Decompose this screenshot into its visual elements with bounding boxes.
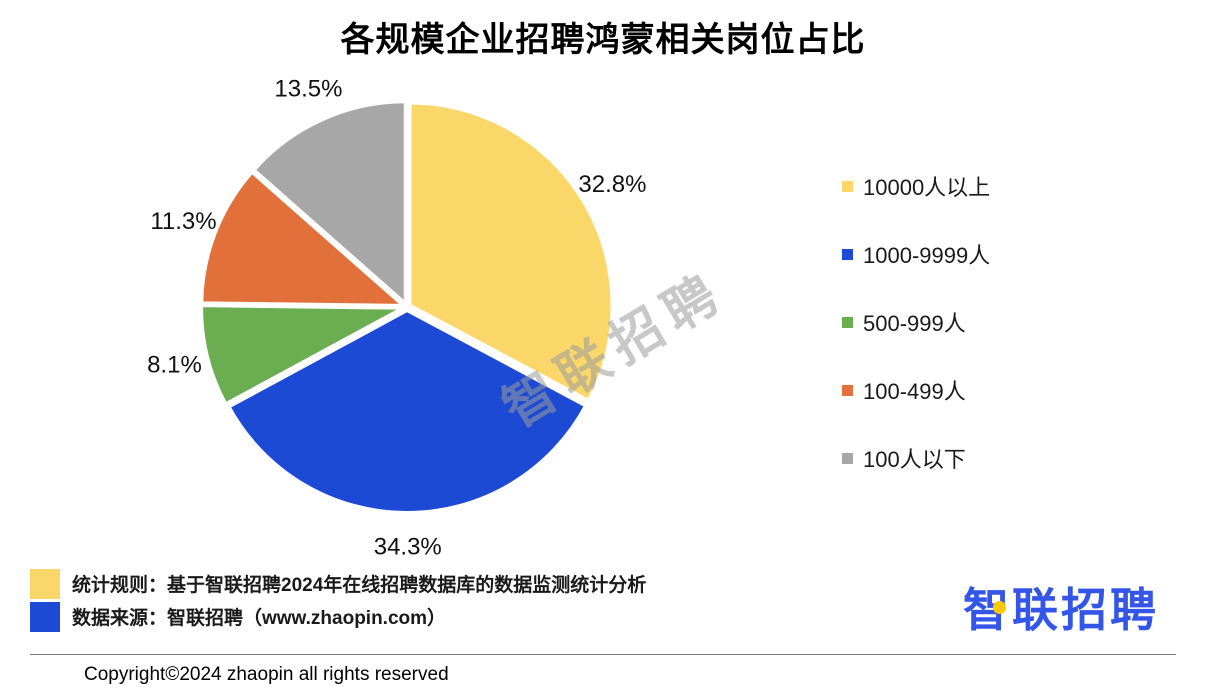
footnotes: 统计规则：基于智联招聘2024年在线招聘数据库的数据监测统计分析 数据来源：智联… [30,567,646,633]
note-text-statistics-rule: 统计规则：基于智联招聘2024年在线招聘数据库的数据监测统计分析 [72,575,647,596]
legend-item-3: 100-499人 [842,378,990,404]
note-row-statistics-rule: 统计规则：基于智联招聘2024年在线招聘数据库的数据监测统计分析 [30,567,646,600]
note-text-data-source: 数据来源：智联招聘（www.zhaopin.com） [72,608,447,629]
legend-label: 500-999人 [863,311,966,336]
slice-percentage-label-1: 34.3% [374,534,442,561]
legend-swatch-icon [842,248,853,260]
note-row-data-source: 数据来源：智联招聘（www.zhaopin.com） [30,600,646,633]
legend: 10000人以上 1000-9999人 500-999人 100-499人 100人以下 [842,174,990,514]
footer-divider [30,654,1176,655]
pie-slice-2 [199,303,407,407]
legend-swatch-icon [842,316,853,328]
logo-text: 智联招聘 [963,584,1159,636]
zhaopin-logo: 智联招聘 [963,574,1159,640]
note-swatch-yellow [30,568,60,599]
slice-percentage-label-0: 32.8% [578,171,646,198]
legend-label: 1000-9999人 [863,243,991,268]
legend-swatch-icon [842,384,853,396]
logo-lightbulb-dot-icon [993,601,1006,614]
legend-swatch-icon [842,452,853,464]
legend-item-4: 100人以下 [842,446,990,472]
pie-slice-4 [251,99,408,307]
copyright-text: Copyright©2024 zhaopin all rights reserv… [84,664,449,685]
legend-item-0: 10000人以上 [842,174,990,200]
pie-slice-0 [407,100,615,404]
legend-label: 100人以下 [863,447,966,472]
legend-swatch-icon [842,180,853,192]
pie-slice-1 [226,308,589,515]
chart-title: 各规模企业招聘鸿蒙相关岗位占比 [340,21,866,59]
note-swatch-blue [30,601,60,632]
legend-label: 100-499人 [863,379,966,404]
slice-percentage-label-3: 11.3% [150,208,216,235]
slice-percentage-label-4: 13.5% [274,76,342,103]
legend-label: 10000人以上 [863,175,991,200]
pie-slice-3 [199,169,407,308]
legend-item-2: 500-999人 [842,310,990,336]
slice-percentage-label-2: 8.1% [147,351,202,378]
legend-item-1: 1000-9999人 [842,242,990,268]
